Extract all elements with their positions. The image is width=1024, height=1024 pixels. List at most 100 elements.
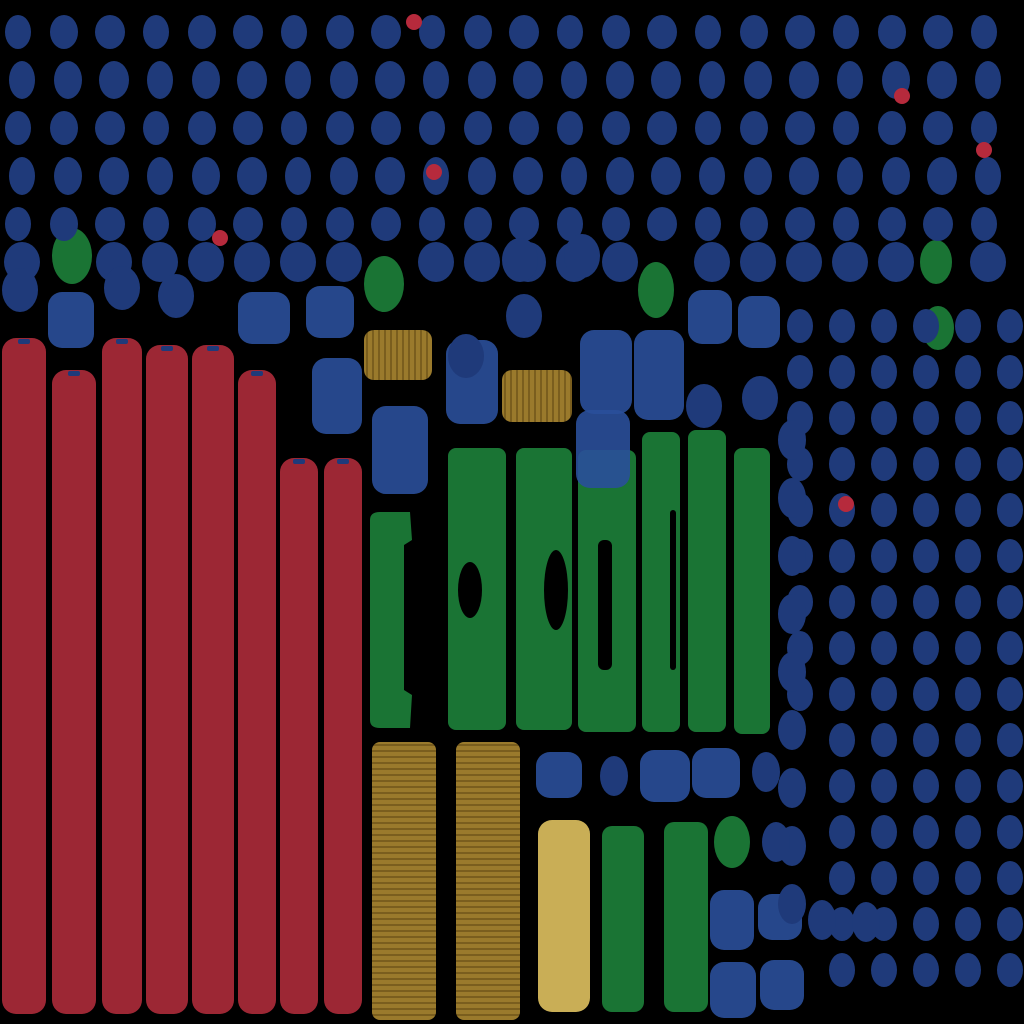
navy-blob-200 bbox=[913, 861, 939, 895]
green-blob-6 bbox=[714, 816, 750, 868]
navy-blob-176 bbox=[997, 631, 1023, 665]
navy-blob-231 bbox=[600, 756, 628, 796]
navy-blob-27 bbox=[192, 61, 220, 99]
navy-blob-94 bbox=[233, 207, 263, 241]
navy-blob-88 bbox=[975, 157, 1001, 195]
navy-blob-168 bbox=[913, 585, 939, 619]
navy-blob-86 bbox=[882, 157, 910, 195]
navy-blob-47 bbox=[95, 111, 125, 145]
navy-blob-136 bbox=[829, 355, 855, 389]
navy-blob-185 bbox=[913, 723, 939, 757]
navy-blob-72 bbox=[237, 157, 267, 195]
green-blob-4 bbox=[920, 240, 952, 284]
navy-blob-92 bbox=[143, 207, 169, 241]
navy-blob-37 bbox=[651, 61, 681, 99]
navy-blob-48 bbox=[143, 111, 169, 145]
navy-blob-123 bbox=[694, 242, 730, 282]
navy-blob-23 bbox=[9, 61, 35, 99]
green-column-2 bbox=[516, 448, 572, 730]
navy-blob-105 bbox=[740, 207, 768, 241]
navy-blob-180 bbox=[913, 677, 939, 711]
navy-blob-174 bbox=[913, 631, 939, 665]
navy-blob-135 bbox=[787, 355, 813, 389]
red-dot-1 bbox=[406, 14, 422, 30]
navy-blob-172 bbox=[829, 631, 855, 665]
navy-blob-59 bbox=[647, 111, 677, 145]
navy-blob-226 bbox=[778, 652, 806, 692]
navy-blob-157 bbox=[955, 493, 981, 527]
navy-blob-187 bbox=[997, 723, 1023, 757]
navy-blob-155 bbox=[871, 493, 897, 527]
navy-blob-2 bbox=[50, 15, 78, 49]
navy-blob-31 bbox=[375, 61, 405, 99]
navy-blob-130 bbox=[829, 309, 855, 343]
navy-blob-49 bbox=[188, 111, 216, 145]
navy-blob-63 bbox=[833, 111, 859, 145]
navy-blob-196 bbox=[955, 815, 981, 849]
red-bar-5 bbox=[192, 345, 234, 1014]
navy-blob-38 bbox=[699, 61, 725, 99]
navy-blob-218 bbox=[502, 238, 538, 282]
navy-blob-82 bbox=[699, 157, 725, 195]
navy-blob-210 bbox=[913, 953, 939, 987]
navy-blob-89 bbox=[5, 207, 31, 241]
navy-blob-33 bbox=[468, 61, 496, 99]
navy-blob-235 bbox=[852, 902, 880, 942]
navy-blob-201 bbox=[955, 861, 981, 895]
navy-blob-106 bbox=[785, 207, 815, 241]
navy-blob-18 bbox=[785, 15, 815, 49]
navy-blob-152 bbox=[997, 447, 1023, 481]
navy-blob-65 bbox=[923, 111, 953, 145]
navy-blob-189 bbox=[871, 769, 897, 803]
navy-blob-184 bbox=[871, 723, 897, 757]
navy-blob-109 bbox=[923, 207, 953, 241]
red-bar-4 bbox=[146, 345, 188, 1014]
red-bar-cap-6 bbox=[251, 371, 263, 376]
navy-blob-194 bbox=[871, 815, 897, 849]
red-bar-cap-8 bbox=[337, 459, 349, 464]
navy-blob-26 bbox=[147, 61, 173, 99]
navy-blob-151 bbox=[955, 447, 981, 481]
navy-blob-124 bbox=[740, 242, 776, 282]
green-column-5 bbox=[688, 430, 726, 732]
navy-blob-191 bbox=[955, 769, 981, 803]
navy-blob-93 bbox=[188, 207, 216, 241]
red-bar-7 bbox=[280, 458, 318, 1014]
green-notch-4 bbox=[670, 510, 676, 670]
navy-blob-97 bbox=[371, 207, 401, 241]
navy-blob-179 bbox=[871, 677, 897, 711]
navy-blob-90 bbox=[50, 207, 78, 241]
navy-blob-14 bbox=[602, 15, 630, 49]
navy-blob-80 bbox=[606, 157, 634, 195]
navy-blob-55 bbox=[464, 111, 492, 145]
navy-blob-212 bbox=[997, 953, 1023, 987]
navy-blob-20 bbox=[878, 15, 906, 49]
navy-blob-36 bbox=[606, 61, 634, 99]
navy-blob-150 bbox=[913, 447, 939, 481]
navy-blob-145 bbox=[955, 401, 981, 435]
green-column-8 bbox=[664, 822, 708, 1012]
red-dot-2 bbox=[894, 88, 910, 104]
navy-blob-170 bbox=[997, 585, 1023, 619]
navy-blob-21 bbox=[923, 15, 953, 49]
navy-blob-122 bbox=[602, 242, 638, 282]
navy-blob-84 bbox=[789, 157, 819, 195]
gold-block-1 bbox=[364, 330, 432, 380]
navy-blob-50 bbox=[233, 111, 263, 145]
navy-blob-74 bbox=[330, 157, 358, 195]
red-bar-cap-7 bbox=[293, 459, 305, 464]
navy-blob-46 bbox=[50, 111, 78, 145]
navy-blob-75 bbox=[375, 157, 405, 195]
navy-blob-142 bbox=[829, 401, 855, 435]
navy-blob-233 bbox=[762, 822, 790, 862]
navy-blob-60 bbox=[695, 111, 721, 145]
navy-blob-56 bbox=[509, 111, 539, 145]
navy-blob-83 bbox=[744, 157, 772, 195]
blue-block-4 bbox=[312, 358, 362, 434]
navy-blob-127 bbox=[878, 242, 914, 282]
gold-block-3 bbox=[372, 742, 436, 1020]
green-notch-2 bbox=[544, 550, 568, 630]
navy-blob-158 bbox=[997, 493, 1023, 527]
